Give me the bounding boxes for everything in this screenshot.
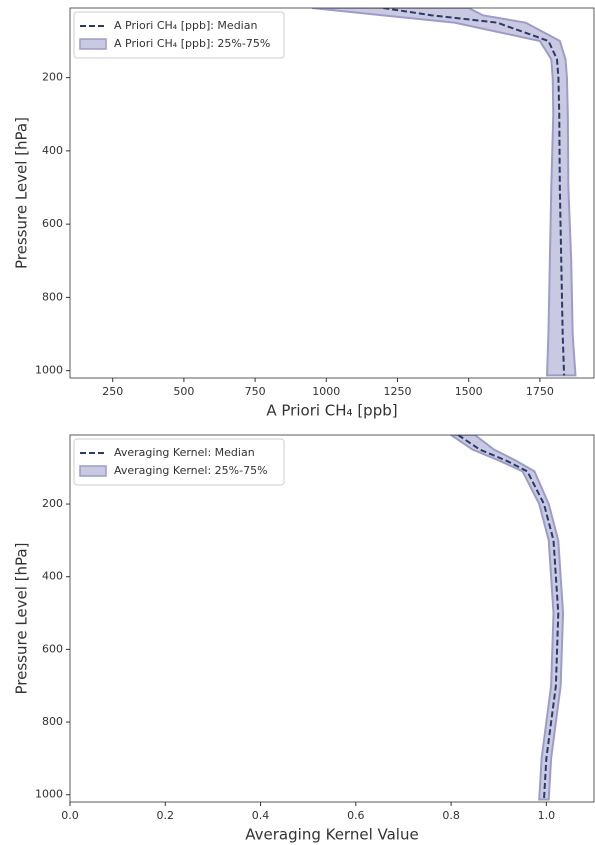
y-tick-label: 800	[42, 715, 63, 728]
y-tick-label: 800	[42, 290, 63, 303]
x-tick-label: 0.0	[61, 809, 79, 822]
x-tick-label: 0.4	[252, 809, 270, 822]
legend-box	[73, 11, 285, 59]
y-tick-label: 400	[42, 570, 63, 583]
x-tick-label: 0.6	[347, 809, 365, 822]
frame	[69, 7, 595, 379]
legend-swatch	[79, 465, 107, 477]
legend-label: A Priori CH₄ [ppb]: Median	[114, 19, 257, 32]
band	[311, 8, 577, 377]
x-axis-label: A Priori CH₄ [ppb]	[266, 402, 397, 420]
x-tick-label: 0.8	[442, 809, 460, 822]
y-tick-label: 200	[42, 71, 63, 84]
legend-swatch	[79, 38, 107, 50]
y-axis-label: Pressure Level [hPa]	[13, 543, 31, 695]
legend-label: A Priori CH₄ [ppb]: 25%-75%	[114, 37, 270, 50]
legend-label: Averaging Kernel: Median	[114, 446, 255, 459]
y-tick-label: 1000	[35, 788, 63, 801]
frame	[69, 434, 595, 803]
x-axis-label: Averaging Kernel Value	[245, 826, 418, 844]
y-tick-label: 1000	[35, 364, 63, 377]
median-line	[457, 435, 560, 800]
x-tick-label: 1750	[526, 385, 554, 398]
x-tick-label: 1500	[455, 385, 483, 398]
y-tick-label: 400	[42, 144, 63, 157]
legend-label: Averaging Kernel: 25%-75%	[114, 464, 268, 477]
legend-box	[73, 438, 285, 486]
band	[449, 435, 565, 801]
x-tick-label: 1.0	[538, 809, 556, 822]
x-tick-label: 750	[245, 385, 266, 398]
y-axis-label: Pressure Level [hPa]	[13, 117, 31, 269]
y-tick-label: 200	[42, 497, 63, 510]
x-tick-label: 1250	[384, 385, 412, 398]
y-tick-label: 600	[42, 217, 63, 230]
y-tick-label: 600	[42, 642, 63, 655]
plot	[449, 435, 565, 801]
x-tick-label: 500	[173, 385, 194, 398]
x-tick-label: 0.2	[157, 809, 175, 822]
x-tick-label: 250	[102, 385, 123, 398]
median-line	[383, 8, 566, 376]
plot	[311, 8, 577, 377]
x-tick-label: 1000	[312, 385, 340, 398]
